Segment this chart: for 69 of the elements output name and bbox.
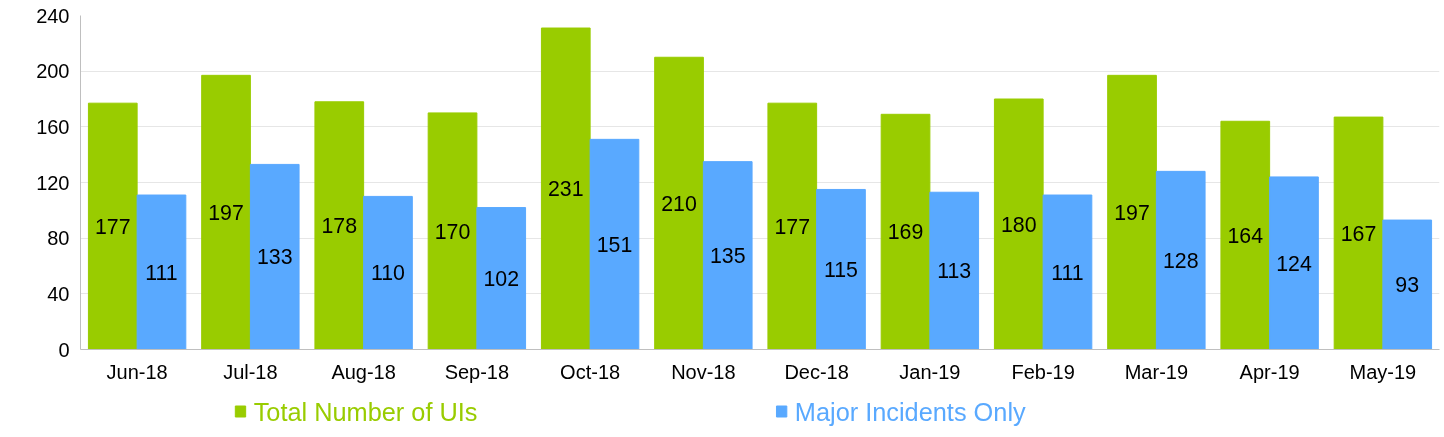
y-tick-label: 240 [36,4,70,27]
x-tick-label: Dec-18 [784,360,849,383]
bar [816,188,866,350]
x-tick-label: Apr-19 [1239,360,1300,383]
y-tick-label: 0 [58,338,70,361]
data-label: 167 [1340,221,1377,246]
data-label: 111 [145,260,178,285]
bar [702,161,753,350]
data-label: 178 [321,214,358,239]
data-label: 177 [94,214,131,239]
bar [1269,176,1319,350]
x-tick-label: Mar-19 [1124,360,1189,383]
bar [136,194,187,350]
bar [1042,194,1093,350]
x-tick-label: Sep-18 [444,360,510,383]
data-label: 133 [256,245,293,270]
bar [1155,170,1206,350]
x-tick-label: May-19 [1349,360,1417,383]
data-label: 177 [774,214,811,239]
bar [880,113,931,350]
bar [427,112,478,350]
x-tick-label: Jun-18 [106,360,168,383]
bar [1333,116,1384,350]
bar [87,102,138,350]
y-tick-label: 120 [36,171,70,194]
x-tick-label: Oct-18 [560,360,621,383]
data-label: 93 [1395,273,1420,298]
legend-label: Total Number of UIs [253,397,478,426]
bar [654,56,704,350]
bar [767,102,818,350]
legend-label: Major Incidents Only [794,397,1027,426]
bar [589,138,640,350]
data-label: 110 [370,261,406,286]
bar [314,101,365,350]
bar [249,163,300,350]
data-label: 180 [1000,212,1037,237]
data-label: 102 [483,267,520,292]
data-label: 197 [208,200,244,225]
x-tick-label: Nov-18 [671,360,736,383]
data-label: 151 [596,232,633,257]
data-label: 197 [1114,200,1150,225]
data-label: 164 [1227,223,1264,248]
bar [929,191,980,350]
x-tick-label: Aug-18 [331,360,396,383]
data-label: 115 [823,257,858,282]
data-label: 169 [887,220,924,245]
bar [476,207,527,350]
x-tick-label: Jul-18 [223,360,278,383]
bar [1107,74,1157,350]
y-tick-label: 40 [47,282,70,305]
data-label: 124 [1276,251,1312,276]
bar [1220,120,1271,350]
bar [993,98,1044,350]
bar [363,195,413,350]
y-tick-label: 80 [47,227,70,250]
bar [540,27,591,350]
y-tick-label: 200 [36,60,70,83]
data-label: 113 [937,259,972,284]
data-label: 231 [547,177,584,202]
y-tick-label: 160 [36,115,70,138]
data-label: 135 [709,244,746,269]
bar [1382,219,1433,350]
data-label: 111 [1051,260,1084,285]
data-label: 128 [1162,248,1199,273]
bar [201,74,251,350]
data-label: 170 [434,219,471,244]
data-label: 210 [661,191,697,216]
x-tick-label: Jan-19 [899,360,961,383]
x-tick-label: Feb-19 [1011,360,1075,383]
